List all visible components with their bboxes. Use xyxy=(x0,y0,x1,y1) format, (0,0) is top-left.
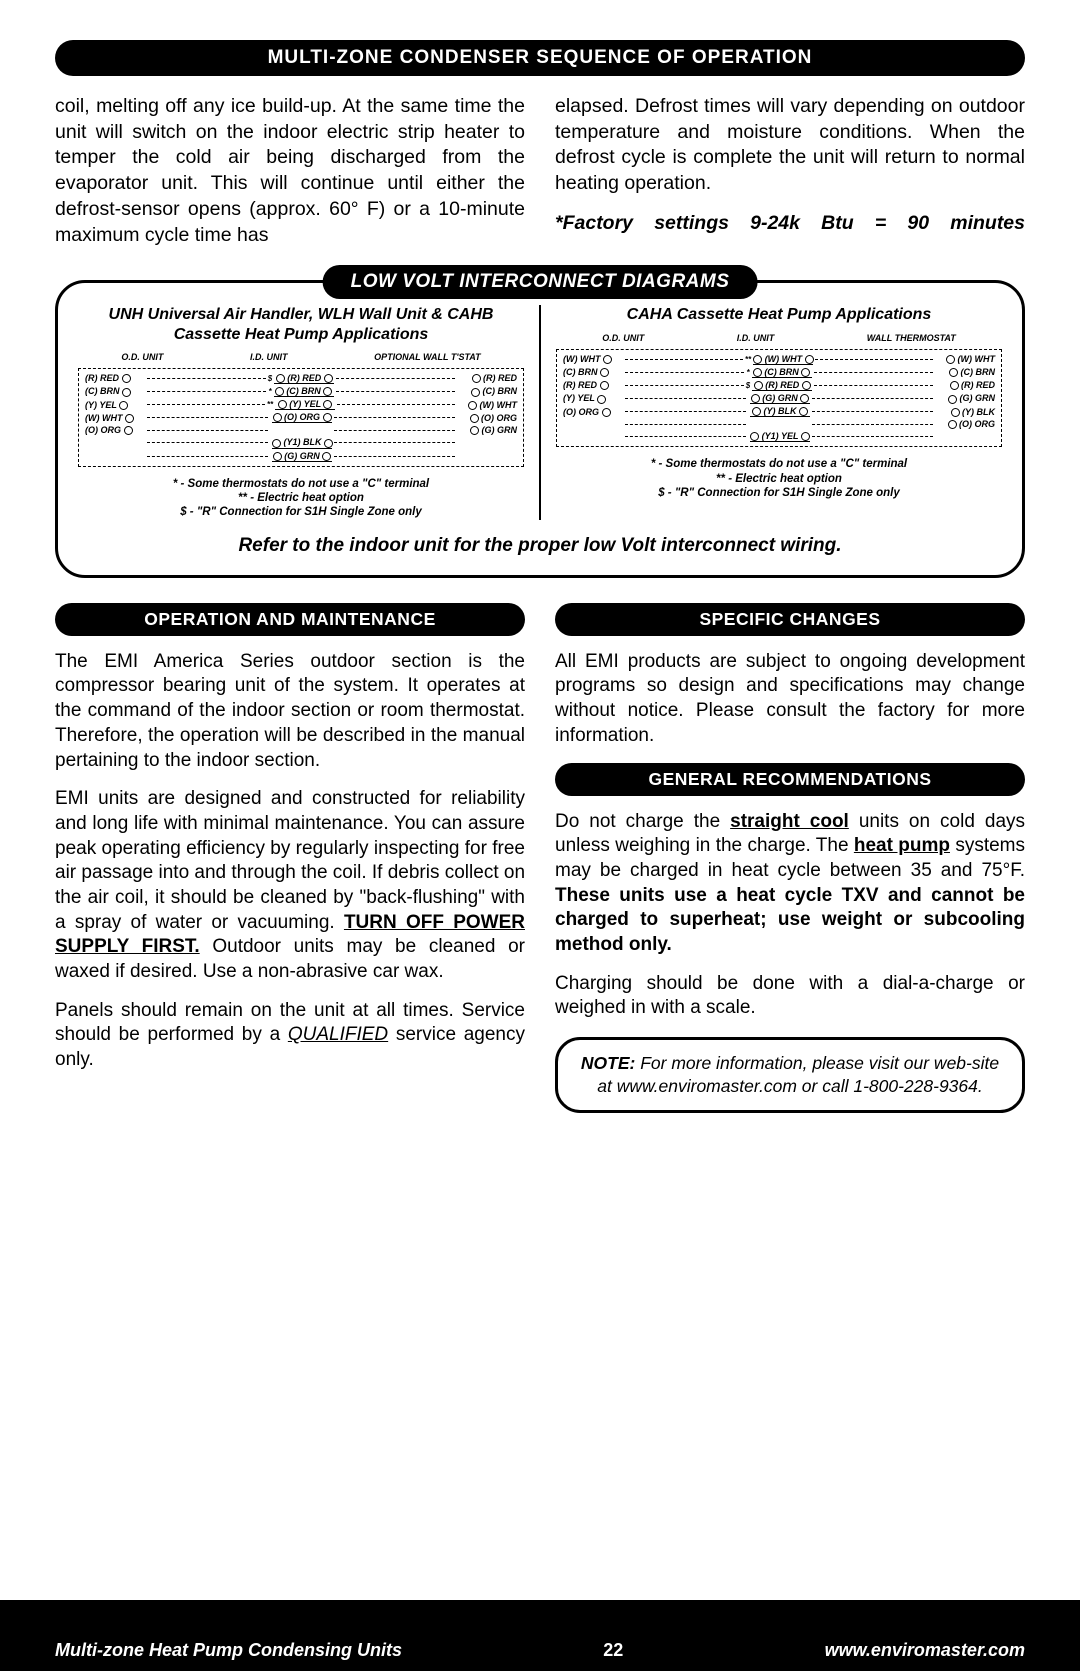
diagram-notes: * - Some thermostats do not use a "C" te… xyxy=(78,477,524,520)
od-unit-box: (R) RED $ (R) RED (R) RED (C) BRN * (C) B… xyxy=(78,368,524,467)
op-para3: Panels should remain on the unit at all … xyxy=(55,999,525,1073)
od-unit-box: (W) WHT ** (W) WHT (W) WHT (C) BRN * (C) … xyxy=(556,349,1002,448)
wire-row: (R) RED $ (R) RED (R) RED xyxy=(563,380,995,391)
diagram-header: LOW VOLT INTERCONNECT DIAGRAMS xyxy=(323,265,758,299)
straight-cool: straight cool xyxy=(730,811,849,832)
general-header: GENERAL RECOMMENDATIONS xyxy=(555,763,1025,796)
wire-row: (W) WHT (O) ORG (O) ORG xyxy=(85,412,517,423)
diagram-left: UNH Universal Air Handler, WLH Wall Unit… xyxy=(78,305,524,519)
unit-label: I.D. UNIT xyxy=(250,352,288,362)
unit-label: O.D. UNIT xyxy=(121,352,163,362)
note-body: For more information, please visit our w… xyxy=(597,1053,999,1096)
wire-row: (O) ORG xyxy=(563,419,995,429)
gen-para1: Do not charge the straight cool units on… xyxy=(555,810,1025,958)
factory-settings: *Factory settings 9-24k Btu = 90 minutes xyxy=(555,211,1025,237)
unit-label: WALL THERMOSTAT xyxy=(867,333,956,343)
wire-row: (W) WHT ** (W) WHT (W) WHT xyxy=(563,354,995,365)
right-column: SPECIFIC CHANGES All EMI products are su… xyxy=(555,603,1025,1113)
wire-row: (Y1) YEL xyxy=(563,431,995,442)
wire-row: (Y) YEL ** (Y) YEL (W) WHT xyxy=(85,399,517,410)
main-header: MULTI-ZONE CONDENSER SEQUENCE OF OPERATI… xyxy=(55,40,1025,76)
operation-header: OPERATION AND MAINTENANCE xyxy=(55,603,525,636)
diagram1-title: UNH Universal Air Handler, WLH Wall Unit… xyxy=(78,305,524,343)
note-label: NOTE: xyxy=(581,1053,635,1073)
note-box: NOTE: For more information, please visit… xyxy=(555,1037,1025,1113)
unit-label: I.D. UNIT xyxy=(737,333,775,343)
op-para2: EMI units are designed and constructed f… xyxy=(55,787,525,985)
intro-left: coil, melting off any ice build-up. At t… xyxy=(55,94,525,262)
note-line: ** - Electric heat option xyxy=(556,472,1002,486)
wire-row: (G) GRN xyxy=(85,451,517,462)
bold-warning: These units use a heat cycle TXV and can… xyxy=(555,885,1025,955)
note-line: $ - "R" Connection for S1H Single Zone o… xyxy=(78,505,524,519)
refer-text: Refer to the indoor unit for the proper … xyxy=(78,535,1002,557)
unit-label: OPTIONAL WALL T'STAT xyxy=(374,352,480,362)
unit-label: O.D. UNIT xyxy=(602,333,644,343)
op-para1: The EMI America Series outdoor section i… xyxy=(55,650,525,773)
left-paragraph: coil, melting off any ice build-up. At t… xyxy=(55,94,525,248)
qualified-text: QUALIFIED xyxy=(288,1024,388,1045)
diagram-section: LOW VOLT INTERCONNECT DIAGRAMS UNH Unive… xyxy=(55,280,1025,577)
footer-title: Multi-zone Heat Pump Condensing Units xyxy=(55,1640,402,1661)
right-paragraph: elapsed. Defrost times will vary dependi… xyxy=(555,94,1025,197)
footer-url: www.enviromaster.com xyxy=(825,1640,1025,1661)
wire-row: (C) BRN * (C) BRN (C) BRN xyxy=(563,367,995,378)
intro-right: elapsed. Defrost times will vary dependi… xyxy=(555,94,1025,262)
page-number: 22 xyxy=(603,1640,623,1661)
diagram2-title: CAHA Cassette Heat Pump Applications xyxy=(556,305,1002,324)
heat-pump: heat pump xyxy=(854,835,950,856)
spec-para: All EMI products are subject to ongoing … xyxy=(555,650,1025,749)
wire-row: (R) RED $ (R) RED (R) RED xyxy=(85,373,517,384)
wire-row: (O) ORG (Y) BLK (Y) BLK xyxy=(563,406,995,417)
note-line: * - Some thermostats do not use a "C" te… xyxy=(556,457,1002,471)
operation-column: OPERATION AND MAINTENANCE The EMI Americ… xyxy=(55,603,525,1113)
diagram-notes: * - Some thermostats do not use a "C" te… xyxy=(556,457,1002,500)
wire-row: (O) ORG (G) GRN xyxy=(85,425,517,435)
wire-row: (Y1) BLK xyxy=(85,437,517,448)
text: Do not charge the xyxy=(555,811,730,832)
page-footer: Multi-zone Heat Pump Condensing Units 22… xyxy=(0,1630,1080,1671)
diagram-right: CAHA Cassette Heat Pump Applications O.D… xyxy=(556,305,1002,519)
diagram-divider xyxy=(539,305,541,519)
specific-header: SPECIFIC CHANGES xyxy=(555,603,1025,636)
wire-row: (C) BRN * (C) BRN (C) BRN xyxy=(85,386,517,397)
note-line: * - Some thermostats do not use a "C" te… xyxy=(78,477,524,491)
wire-row: (Y) YEL (G) GRN (G) GRN xyxy=(563,393,995,404)
gen-para2: Charging should be done with a dial-a-ch… xyxy=(555,972,1025,1021)
note-line: $ - "R" Connection for S1H Single Zone o… xyxy=(556,486,1002,500)
note-line: ** - Electric heat option xyxy=(78,491,524,505)
